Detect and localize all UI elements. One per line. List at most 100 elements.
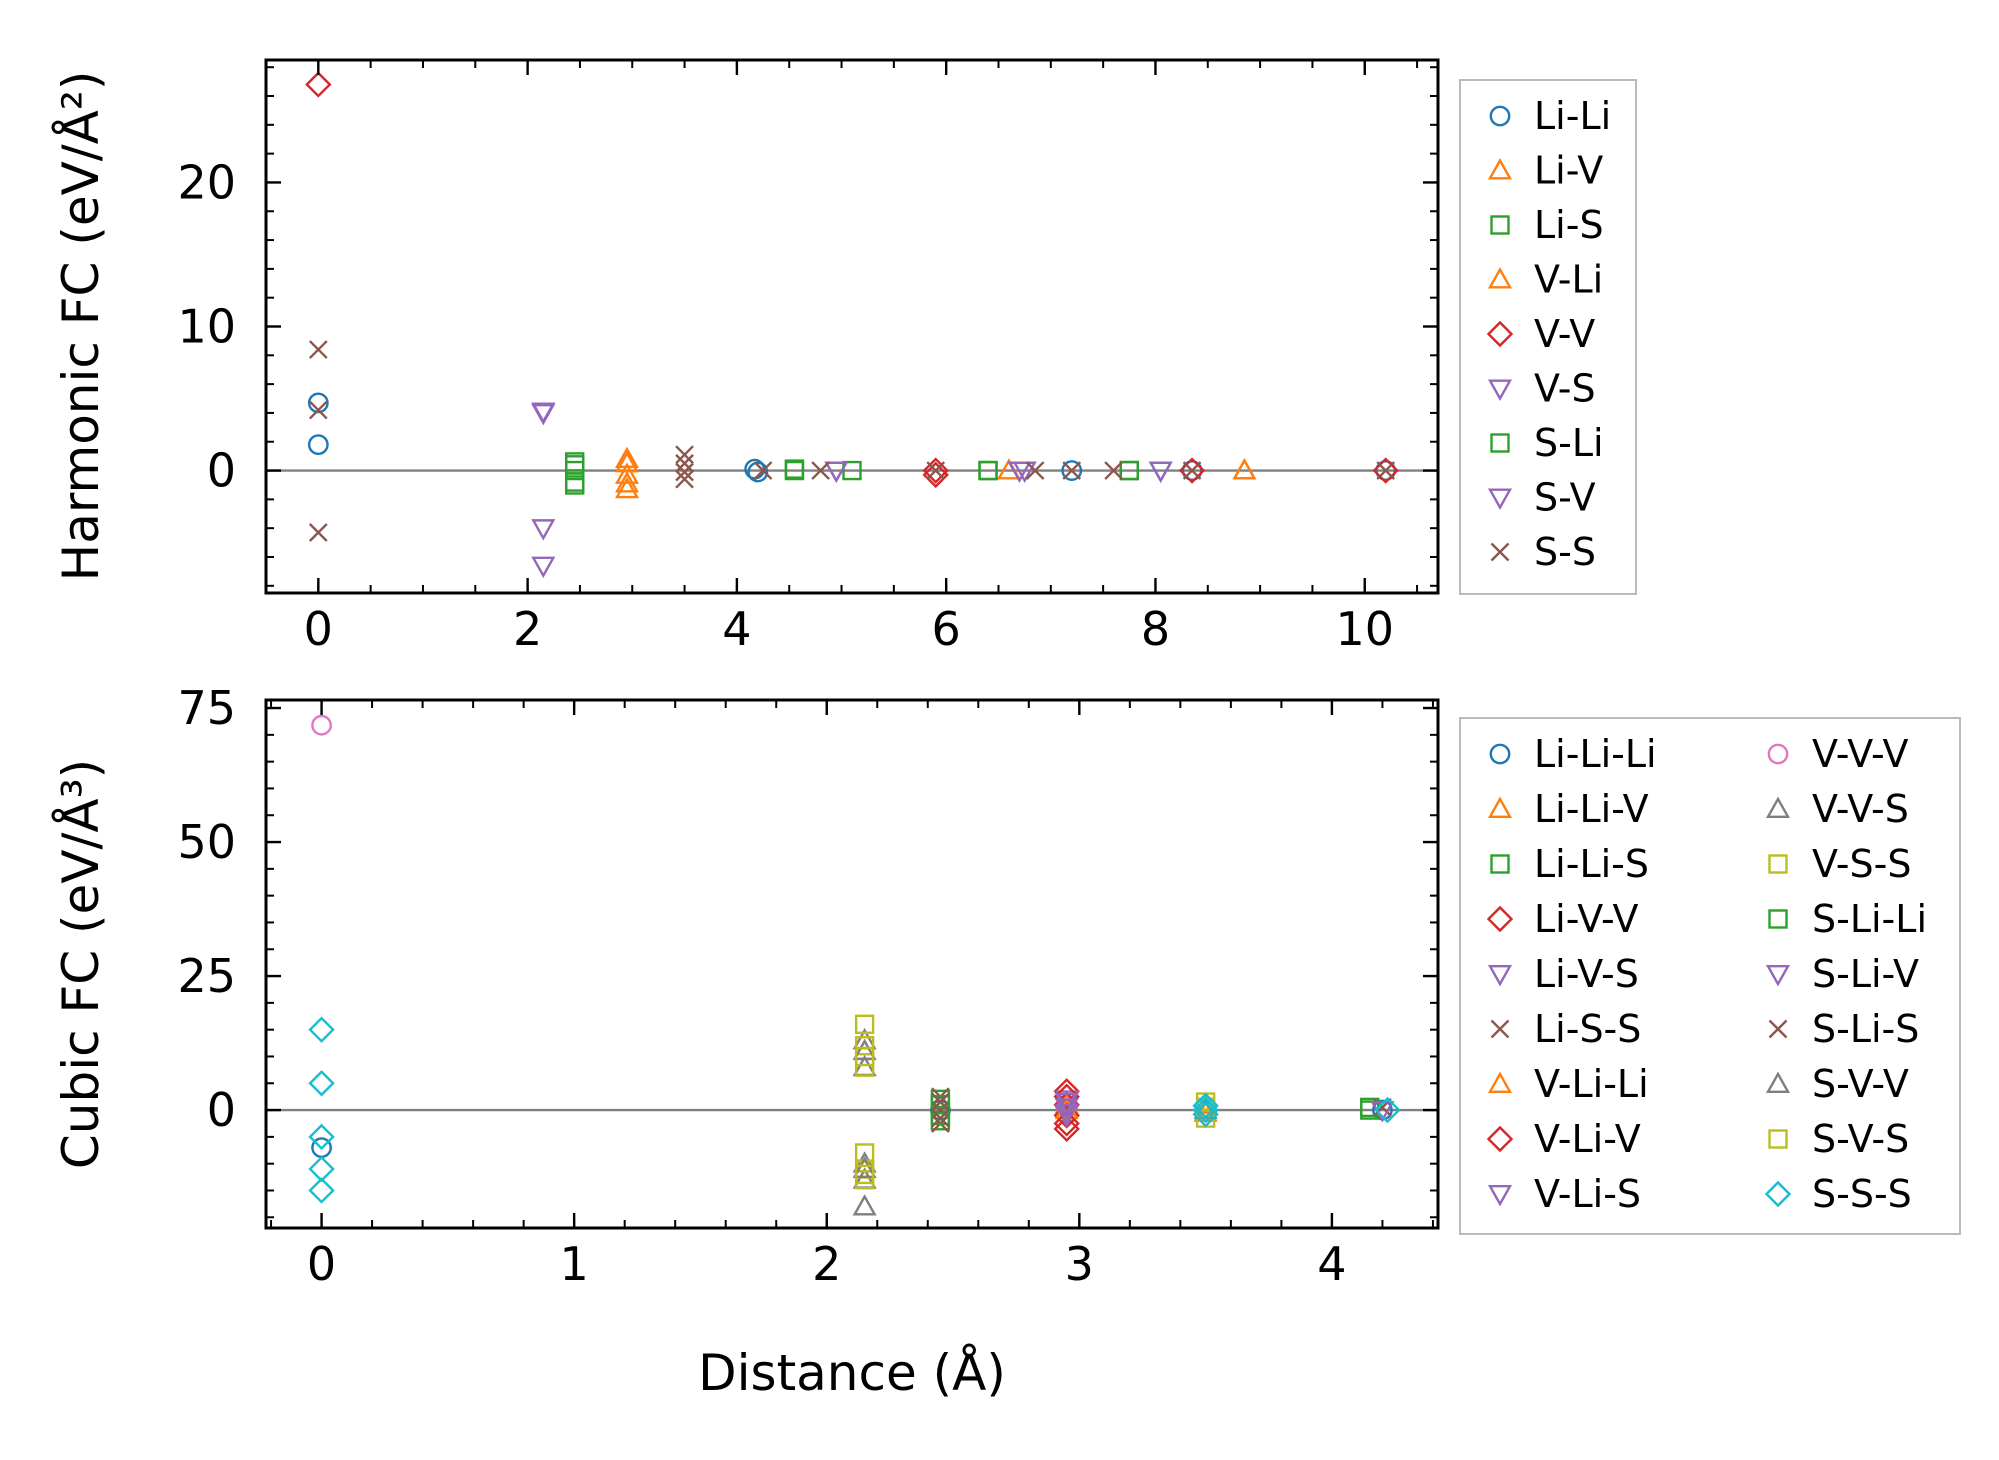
data-point xyxy=(1053,1110,1080,1137)
legend: Li-Li Li-V Li-S V-Li V-V V-S S-Li S-V S-S xyxy=(1459,79,1637,595)
y-axis-label: Harmonic FC (eV/Å²) xyxy=(52,71,110,582)
data-point xyxy=(1062,461,1082,480)
data-point xyxy=(675,445,694,465)
legend-marker xyxy=(1768,1129,1788,1149)
data-point xyxy=(1376,461,1396,480)
series-v-li-s xyxy=(1054,1098,1079,1126)
data-point xyxy=(1192,1092,1219,1119)
legend-label: Li-Li xyxy=(1534,94,1611,138)
legend-label: V-Li-S xyxy=(1534,1172,1641,1216)
legend-marker xyxy=(1487,796,1513,818)
legend-label: V-V xyxy=(1534,312,1595,356)
data-point xyxy=(564,475,585,495)
legend-label: V-V-S xyxy=(1812,787,1909,831)
data-point xyxy=(1025,461,1045,480)
legend-entry-v-v: V-V xyxy=(1486,312,1595,356)
data-point xyxy=(307,392,329,414)
series-v-s xyxy=(531,402,1173,579)
data-points xyxy=(308,714,1401,1216)
legend-entry-li-s: Li-S xyxy=(1490,203,1604,247)
legend-label: Li-V xyxy=(1534,149,1603,193)
legend-marker xyxy=(1490,433,1510,453)
legend-marker xyxy=(1487,1184,1513,1207)
series-li-li-v xyxy=(1054,1092,1218,1122)
legend-marker xyxy=(1764,1180,1792,1208)
legend-label: Li-V-S xyxy=(1534,952,1639,996)
legend-label: S-Li-Li xyxy=(1812,897,1927,941)
legend-entry-v-li: V-Li xyxy=(1487,258,1603,302)
legend-marker xyxy=(1768,909,1788,929)
data-point xyxy=(931,1108,950,1128)
data-point xyxy=(753,461,773,480)
legend-entry-s-v-v: S-V-V xyxy=(1765,1062,1909,1106)
y-tick-label: 0 xyxy=(207,444,236,498)
legend-marker xyxy=(1490,1019,1510,1039)
series-li-li-li xyxy=(311,1096,1393,1158)
legend-label: S-V-V xyxy=(1812,1062,1909,1106)
data-point xyxy=(852,1156,877,1179)
data-point xyxy=(1372,457,1399,484)
data-point xyxy=(1119,460,1140,481)
series-v-v-v xyxy=(311,714,332,736)
x-axis-label: Distance (Å) xyxy=(698,1344,1006,1402)
data-point xyxy=(922,457,949,484)
legend-marker xyxy=(1765,796,1791,818)
x-tick-label: 2 xyxy=(513,602,542,656)
data-point xyxy=(305,71,332,98)
axes-frame xyxy=(264,698,1440,1230)
legend-entry-v-s: V-S xyxy=(1487,367,1596,411)
legend-marker xyxy=(1490,854,1510,874)
data-point xyxy=(1192,1101,1219,1128)
data-point xyxy=(1054,1103,1079,1126)
legend-label: S-V xyxy=(1534,476,1596,520)
legend-entry-li-s-s: Li-S-S xyxy=(1490,1007,1641,1051)
data-point xyxy=(852,1038,877,1061)
legend-label: S-S xyxy=(1534,530,1596,574)
data-point xyxy=(1053,1115,1080,1143)
data-point xyxy=(784,459,805,479)
data-point xyxy=(308,1016,335,1043)
legend-marker xyxy=(1765,965,1791,987)
legend-entry-li-v: Li-V xyxy=(1487,149,1603,193)
data-point xyxy=(931,1092,950,1112)
legend-label: Li-Li-S xyxy=(1534,842,1649,886)
data-point xyxy=(531,403,556,426)
legend-label: S-Li-S xyxy=(1812,1007,1919,1051)
legend-entry-s-s: S-S xyxy=(1490,530,1596,574)
data-point xyxy=(1104,461,1123,480)
data-point xyxy=(311,714,332,736)
data-point xyxy=(1192,1096,1219,1124)
data-point xyxy=(614,476,640,499)
legend-marker xyxy=(1489,743,1511,765)
data-point xyxy=(930,1095,951,1115)
data-point xyxy=(1148,461,1173,484)
ticks xyxy=(266,700,1438,1228)
legend-label: V-S-S xyxy=(1812,842,1911,886)
data-point xyxy=(930,1105,951,1126)
legend-entry-v-li-v: V-Li-V xyxy=(1486,1117,1641,1161)
legend-label: S-V-S xyxy=(1812,1117,1909,1161)
legend-entry-li-v-v: Li-V-V xyxy=(1486,897,1638,941)
data-point xyxy=(854,1164,875,1185)
legend-entry-v-s-s: V-S-S xyxy=(1768,842,1911,886)
data-point xyxy=(1232,458,1257,480)
x-tick-label: 6 xyxy=(932,602,961,656)
y-tick-label: 10 xyxy=(177,300,236,354)
legend-label: V-Li-V xyxy=(1534,1117,1641,1161)
data-point xyxy=(308,400,328,420)
data-point xyxy=(614,462,640,484)
legend-label: S-Li xyxy=(1534,421,1604,465)
legend-entry-v-v-s: V-V-S xyxy=(1765,787,1909,831)
legend-label: V-V-V xyxy=(1812,732,1909,776)
legend-label: Li-Li-Li xyxy=(1534,732,1657,776)
legend-label: Li-S xyxy=(1534,203,1604,247)
data-point xyxy=(978,460,998,481)
data-point xyxy=(854,1014,875,1035)
data-point xyxy=(931,1100,950,1120)
data-point xyxy=(614,446,640,469)
legend-label: Li-S-S xyxy=(1534,1007,1641,1051)
legend-label: S-Li-V xyxy=(1812,952,1919,996)
legend-marker xyxy=(1486,905,1514,933)
x-tick-label: 8 xyxy=(1141,602,1170,656)
